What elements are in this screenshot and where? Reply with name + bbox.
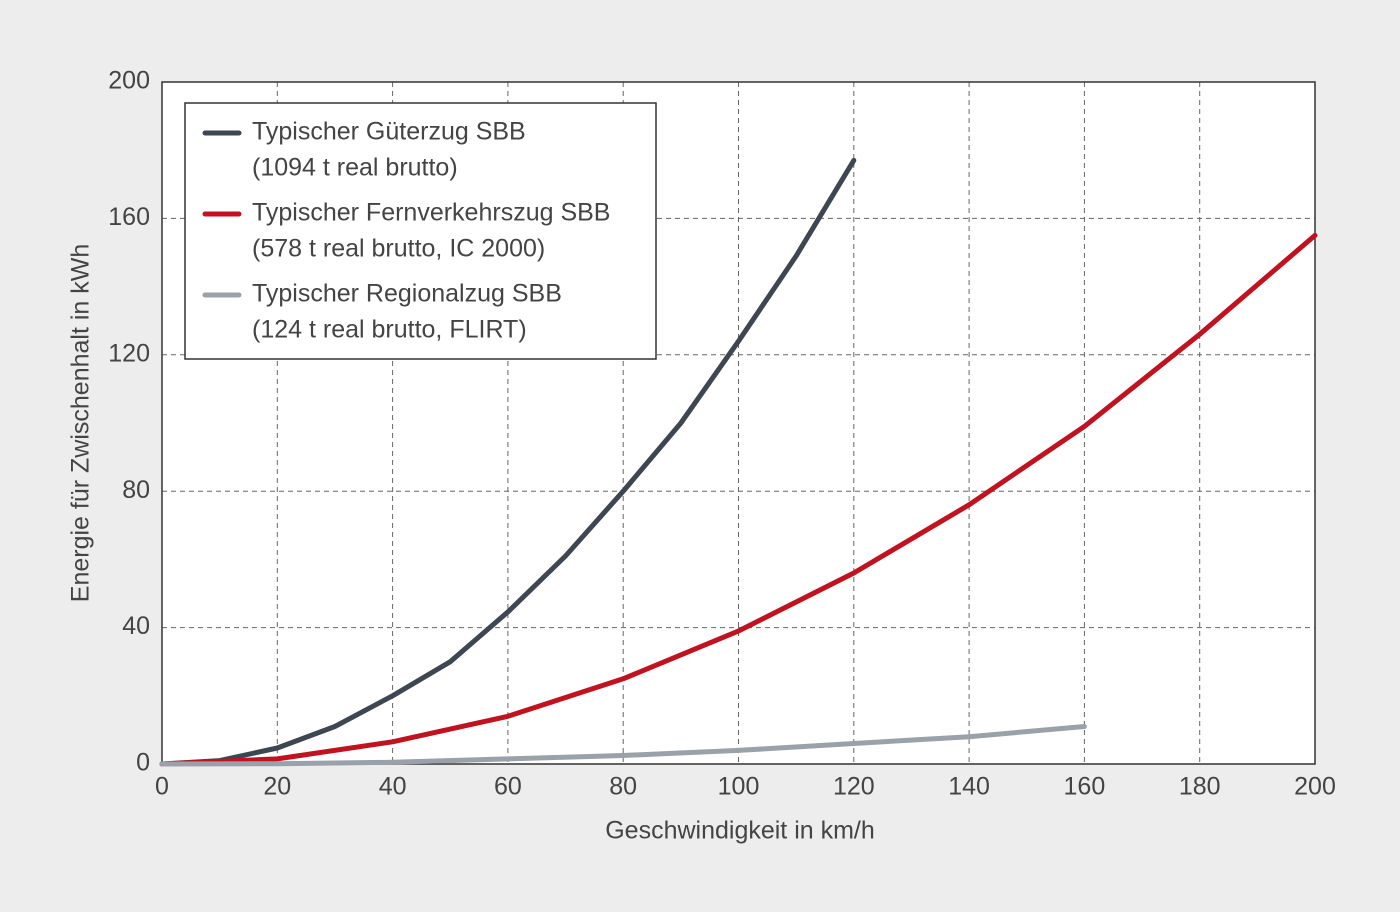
- x-tick-label: 80: [609, 773, 637, 801]
- x-tick-label: 40: [379, 773, 407, 801]
- plot-frame: [161, 81, 1316, 765]
- x-tick-label: 20: [263, 773, 291, 801]
- y-tick-label: 160: [108, 203, 150, 231]
- legend-label: Typischer Fernverkehrszug SBB: [252, 199, 610, 227]
- x-tick-label: 140: [948, 773, 990, 801]
- x-tick-label: 0: [155, 773, 169, 801]
- legend-description: (124 t real brutto, FLIRT): [252, 316, 527, 344]
- y-tick-label: 80: [122, 476, 150, 504]
- y-axis-label: Energie für Zwischenhalt in kWh: [67, 244, 95, 602]
- series-line: [159, 157, 857, 767]
- y-tick-label: 200: [108, 67, 150, 95]
- x-tick-label: 180: [1179, 773, 1221, 801]
- x-tick-label: 200: [1294, 773, 1336, 801]
- legend-label: Typischer Regionalzug SBB: [252, 280, 562, 308]
- legend-label: Typischer Güterzug SBB: [252, 118, 526, 146]
- x-tick-label: 100: [718, 773, 760, 801]
- series-line: [159, 724, 1087, 767]
- y-tick-label: 120: [108, 339, 150, 367]
- y-tick-label: 0: [136, 749, 150, 777]
- y-tick-label: 40: [122, 612, 150, 640]
- legend-description: (1094 t real brutto): [252, 154, 458, 182]
- legend-description: (578 t real brutto, IC 2000): [252, 235, 545, 263]
- x-axis-label: Geschwindigkeit in km/h: [605, 817, 875, 845]
- legend: [184, 102, 657, 360]
- x-tick-label: 120: [833, 773, 875, 801]
- x-tick-label: 160: [1064, 773, 1106, 801]
- x-tick-label: 60: [494, 773, 522, 801]
- series-line: [159, 232, 1318, 767]
